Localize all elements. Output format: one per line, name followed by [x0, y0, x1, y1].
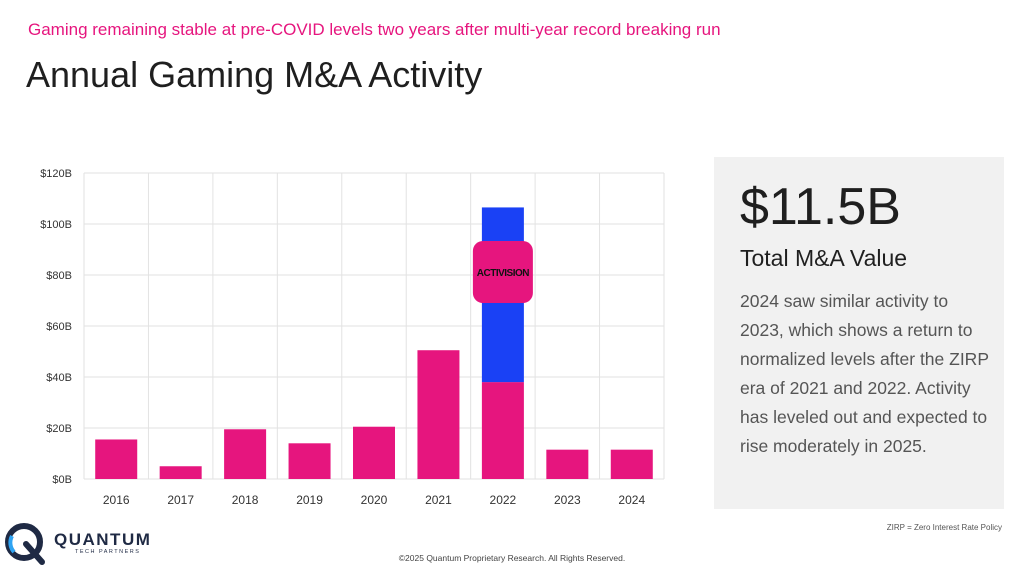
- total-value: $11.5B: [740, 178, 901, 236]
- footnote: ZIRP = Zero Interest Rate Policy: [886, 523, 1002, 532]
- bar: [353, 426, 395, 479]
- company-logo: QUANTUM TECH PARTNERS: [4, 522, 154, 565]
- bar: [610, 449, 653, 479]
- bar: [224, 429, 267, 479]
- x-tick-label: 2023: [554, 493, 581, 507]
- activision-logo-badge: [472, 241, 533, 303]
- page-subtitle: Gaming remaining stable at pre-COVID lev…: [28, 20, 721, 39]
- bar: [95, 439, 138, 479]
- bar: [288, 443, 331, 479]
- y-tick-label: $60B: [46, 321, 72, 333]
- summary-description: 2024 saw similar activity to 2023, which…: [740, 291, 989, 456]
- x-tick-label: 2016: [103, 493, 130, 507]
- copyright: ©2025 Quantum Proprietary Research. All …: [398, 553, 626, 563]
- bar: [417, 350, 460, 479]
- bar: [481, 382, 524, 479]
- bar-chart: $0B $20B $40B $60B $80B $100B $120B 2016 2017 201…: [40, 168, 665, 507]
- quantum-q-logo-icon: [5, 523, 45, 565]
- y-tick-label: $0B: [52, 474, 72, 486]
- summary-panel: $11.5B Total M&A Value 2024 saw similar …: [714, 157, 1004, 509]
- total-value-label: Total M&A Value: [740, 245, 908, 271]
- activision-logo-text: ACTIVISION: [477, 268, 530, 279]
- logo-name: QUANTUM: [54, 530, 152, 549]
- x-tick-label: 2018: [232, 493, 259, 507]
- y-tick-label: $20B: [46, 423, 72, 435]
- y-tick-label: $100B: [40, 219, 72, 231]
- x-tick-label: 2019: [296, 493, 323, 507]
- page-title: Annual Gaming M&A Activity: [26, 54, 483, 95]
- bar: [546, 449, 589, 479]
- x-tick-label: 2024: [618, 493, 645, 507]
- y-tick-label: $120B: [40, 168, 72, 180]
- x-tick-label: 2022: [490, 493, 517, 507]
- x-tick-label: 2020: [361, 493, 388, 507]
- logo-subtitle: TECH PARTNERS: [75, 549, 141, 555]
- y-tick-label: $40B: [46, 372, 72, 384]
- y-tick-label: $80B: [46, 270, 72, 282]
- x-tick-label: 2017: [167, 493, 194, 507]
- bar: [159, 466, 202, 479]
- x-tick-label: 2021: [425, 493, 452, 507]
